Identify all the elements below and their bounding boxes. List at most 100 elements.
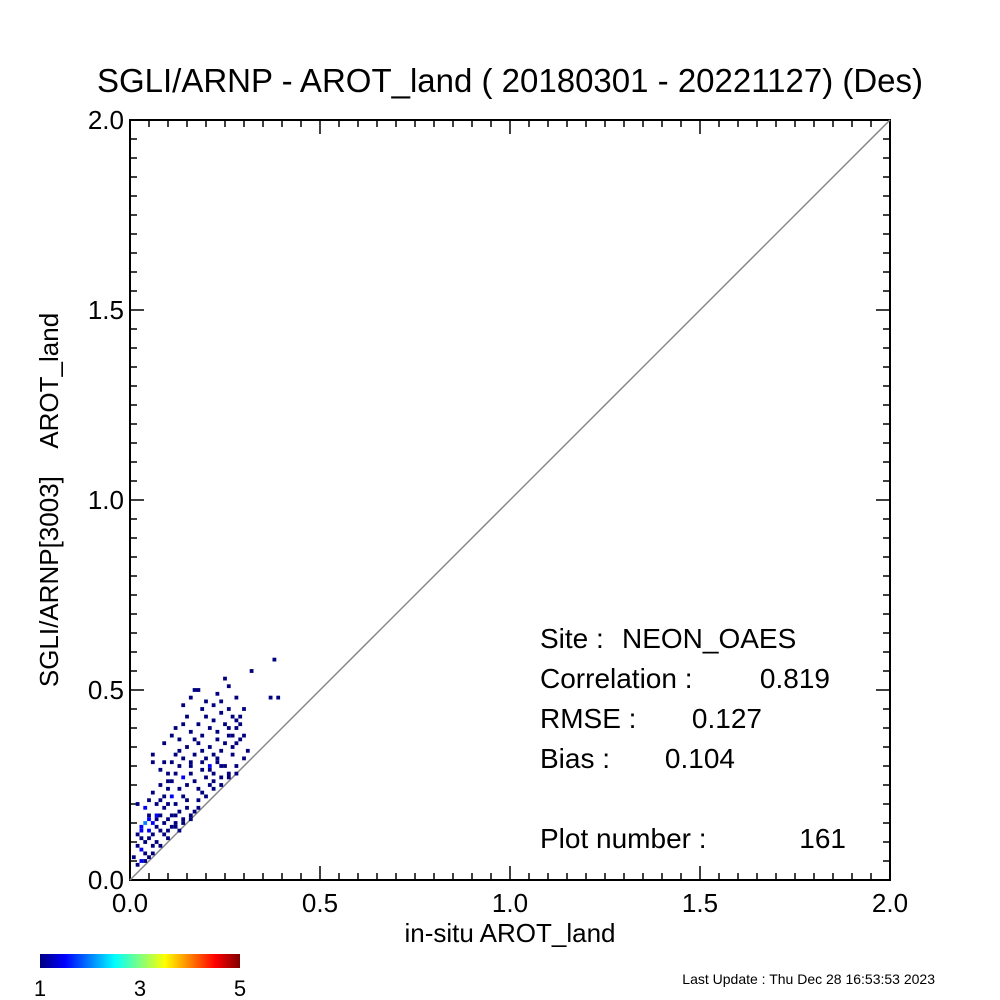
data-point: [154, 802, 159, 806]
axis-ticks: [130, 120, 890, 880]
data-point: [150, 790, 155, 795]
data-point: [143, 840, 148, 844]
data-point: [139, 859, 144, 863]
data-point: [207, 767, 212, 772]
tick-labels: 0.0 0.5 1.0 1.5 2.0 0.0 0.5 1.0 1.5 2.0: [88, 105, 908, 918]
data-point: [154, 817, 159, 822]
data-point: [147, 813, 151, 818]
data-point: [204, 699, 208, 704]
one-to-one-line: [129, 119, 891, 881]
data-point: [207, 764, 212, 768]
data-point: [238, 737, 243, 742]
x-tick-label: 1.0: [492, 888, 528, 918]
data-point: [158, 783, 163, 787]
site-value: NEON_OAES: [622, 623, 796, 654]
data-point: [147, 836, 151, 841]
data-point: [219, 783, 224, 787]
data-point: [177, 809, 182, 814]
data-point: [200, 767, 205, 772]
data-point: [181, 722, 186, 727]
data-point: [173, 802, 178, 806]
rmse-value: 0.127: [692, 703, 762, 734]
data-point: [207, 745, 212, 749]
data-point: [185, 805, 189, 810]
data-point: [196, 741, 201, 746]
data-point: [162, 794, 167, 799]
data-point: [234, 695, 239, 700]
data-point: [169, 824, 174, 829]
data-point: [154, 840, 159, 844]
data-point: [173, 771, 178, 776]
data-point: [143, 851, 148, 856]
data-point: [230, 733, 235, 738]
data-point: [147, 798, 151, 803]
data-point: [150, 752, 155, 757]
data-point: [238, 714, 243, 719]
data-point: [177, 737, 182, 742]
data-point: [162, 741, 167, 746]
data-point: [211, 779, 216, 784]
data-point: [139, 828, 144, 833]
data-point: [150, 832, 155, 837]
data-point: [192, 752, 197, 757]
data-point: [207, 726, 212, 730]
data-point: [185, 745, 189, 749]
data-point: [166, 828, 170, 833]
data-point: [177, 748, 182, 753]
data-point: [135, 862, 140, 867]
data-point: [158, 767, 163, 772]
data-point: [169, 813, 174, 818]
data-point: [181, 775, 186, 780]
data-point: [219, 710, 224, 715]
data-point: [181, 756, 186, 761]
data-point: [162, 760, 167, 765]
data-point: [166, 802, 170, 806]
data-point: [215, 760, 220, 765]
data-point: [223, 741, 227, 746]
data-point: [234, 718, 239, 723]
data-point: [158, 798, 163, 803]
data-point: [192, 737, 197, 742]
data-point: [226, 726, 231, 730]
data-point: [211, 703, 216, 708]
colorbar-label-min: 1: [34, 976, 46, 1000]
data-point: [173, 726, 178, 730]
data-point: [196, 688, 201, 692]
data-point: [150, 843, 155, 848]
data-point: [219, 699, 224, 704]
y-axis-label: SGLI/ARNP[3003] AROT_land: [34, 313, 64, 687]
y-tick-label: 1.5: [88, 295, 124, 325]
data-point: [223, 722, 227, 727]
rmse-label: RMSE :: [540, 703, 636, 734]
x-tick-label: 1.5: [682, 888, 718, 918]
data-point: [226, 775, 231, 780]
data-point: [177, 764, 182, 768]
data-point: [169, 733, 174, 738]
data-point: [185, 783, 189, 787]
data-point: [226, 771, 231, 776]
data-point: [200, 707, 205, 711]
data-point: [185, 798, 189, 803]
data-point: [181, 703, 186, 708]
data-point: [147, 817, 151, 822]
data-point: [196, 805, 201, 810]
data-point: [223, 764, 227, 768]
data-point: [131, 855, 136, 860]
data-point: [192, 688, 197, 692]
plot-number-value: 161: [799, 823, 846, 854]
data-point: [234, 741, 239, 746]
data-point: [276, 695, 281, 700]
data-point: [211, 718, 216, 723]
data-point: [215, 729, 220, 734]
stats-panel: Site : NEON_OAES Correlation : 0.819 RMS…: [540, 623, 846, 854]
data-point: [135, 802, 140, 806]
data-point: [238, 722, 243, 727]
data-point: [181, 794, 186, 799]
data-point: [215, 756, 220, 761]
data-point: [215, 737, 220, 742]
data-point: [207, 783, 212, 787]
data-point: [230, 745, 235, 749]
data-point: [181, 817, 186, 822]
chart-title: SGLI/ARNP - AROT_land ( 20180301 - 20221…: [97, 62, 923, 99]
data-point: [150, 760, 155, 765]
